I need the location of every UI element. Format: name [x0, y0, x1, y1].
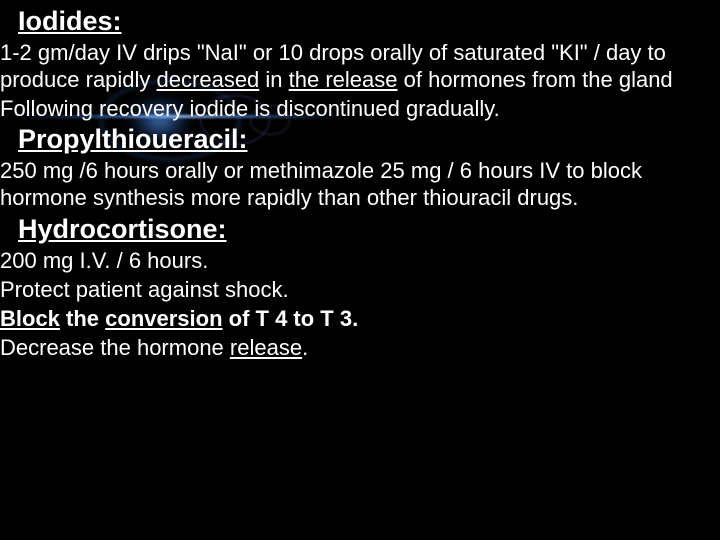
section-iodides: Iodides: 1-2 gm/day IV drips "NaI" or 10…: [0, 6, 720, 122]
hydro-p4: Decrease the hormone release.: [0, 335, 720, 362]
slide-content: Iodides: 1-2 gm/day IV drips "NaI" or 10…: [0, 0, 720, 361]
heading-hydrocortisone: Hydrocortisone:: [0, 214, 720, 245]
body-propylthiouracil: 250 mg /6 hours orally or methimazole 25…: [0, 158, 720, 212]
iodides-p2: Following recovery iodide is discontinue…: [0, 96, 720, 123]
section-hydrocortisone: Hydrocortisone: 200 mg I.V. / 6 hours. P…: [0, 214, 720, 361]
section-propylthiouracil: Propylthioueracil: 250 mg /6 hours orall…: [0, 124, 720, 212]
heading-propylthiouracil: Propylthioueracil:: [0, 124, 720, 155]
hydro-p3: Block the conversion of T 4 to T 3.: [0, 306, 720, 333]
hydro-p1: 200 mg I.V. / 6 hours.: [0, 248, 720, 275]
heading-iodides: Iodides:: [0, 6, 720, 37]
body-hydrocortisone: 200 mg I.V. / 6 hours. Protect patient a…: [0, 248, 720, 361]
hydro-p2: Protect patient against shock.: [0, 277, 720, 304]
iodides-p1: 1-2 gm/day IV drips "NaI" or 10 drops or…: [0, 40, 720, 94]
body-iodides: 1-2 gm/day IV drips "NaI" or 10 drops or…: [0, 40, 720, 122]
propyl-p1: 250 mg /6 hours orally or methimazole 25…: [0, 158, 720, 212]
